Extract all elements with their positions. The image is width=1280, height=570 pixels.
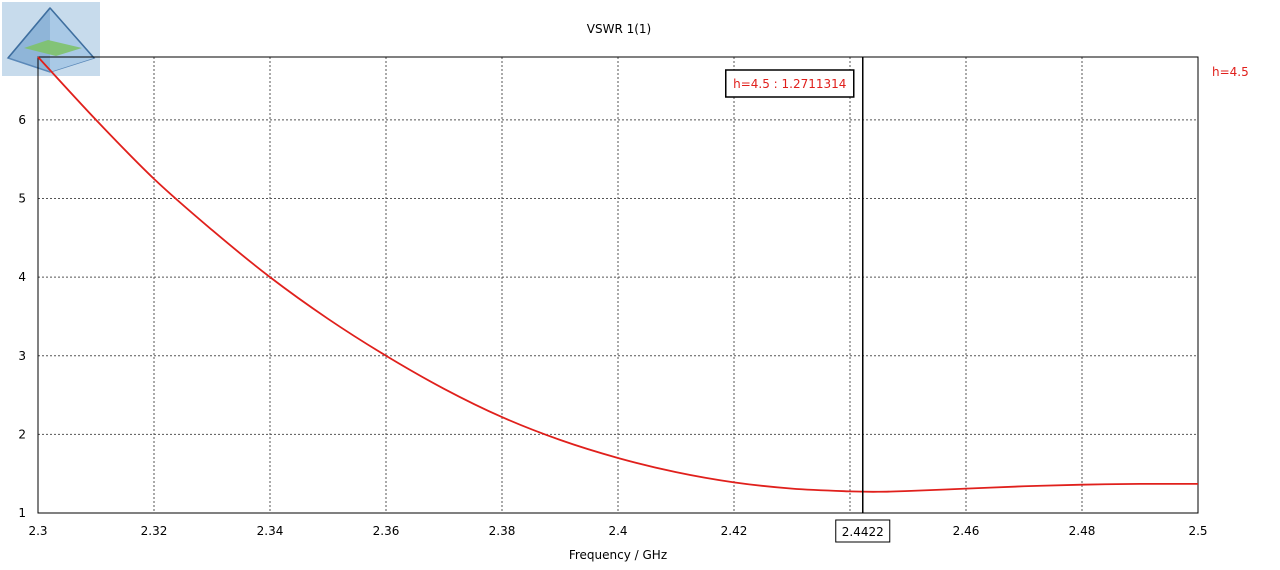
x-tick-label: 2.46 <box>953 524 980 538</box>
x-tick-label: 2.32 <box>141 524 168 538</box>
legend-entry-h4-5: h=4.5 <box>1212 65 1249 79</box>
series-line-h4-5 <box>37 56 1199 493</box>
y-tick-label: 3 <box>18 349 26 363</box>
x-axis-label: Frequency / GHz <box>569 548 667 562</box>
x-tick-label: 2.3 <box>28 524 47 538</box>
y-tick-label: 6 <box>18 113 26 127</box>
x-tick-label: 2.4 <box>608 524 627 538</box>
marker-x-value: 2.4422 <box>842 525 884 539</box>
y-tick-label: 1 <box>18 506 26 520</box>
y-axis-ticks: 1 2 3 4 5 6 <box>18 113 26 520</box>
grid <box>37 57 1199 514</box>
y-tick-label: 4 <box>18 270 26 284</box>
chart-title: VSWR 1(1) <box>587 22 651 36</box>
y-tick-label: 2 <box>18 427 26 441</box>
x-tick-label: 2.38 <box>489 524 516 538</box>
marker-x-box <box>835 519 891 543</box>
x-tick-label: 2.5 <box>1188 524 1207 538</box>
x-tick-label: 2.48 <box>1069 524 1096 538</box>
logo <box>2 2 100 76</box>
y-tick-label: 5 <box>18 192 26 206</box>
marker-label: h=4.5 : 1.2711314 <box>733 77 846 91</box>
marker-label-box <box>725 69 855 98</box>
x-tick-label: 2.34 <box>257 524 284 538</box>
x-tick-label: 2.36 <box>373 524 400 538</box>
x-axis-ticks: 2.32.322.342.362.382.42.422.442.462.482.… <box>28 524 1207 538</box>
x-tick-label: 2.42 <box>721 524 748 538</box>
plot-frame <box>37 56 1199 514</box>
